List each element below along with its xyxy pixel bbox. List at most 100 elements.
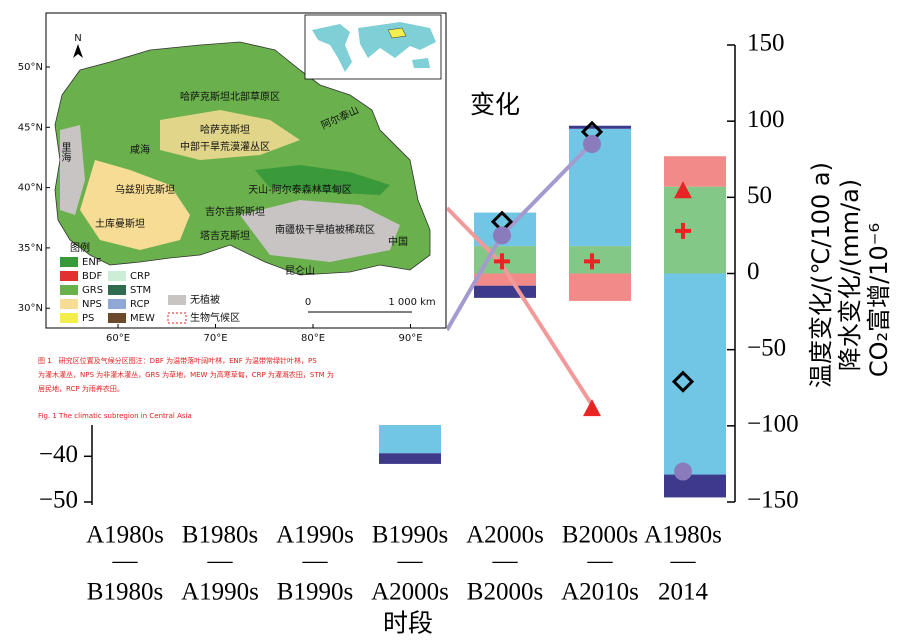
y2-tick-label: −50	[39, 487, 78, 514]
x-tick-label: 2014	[658, 579, 709, 606]
legend-swatch	[60, 299, 78, 309]
legend-swatch	[108, 313, 126, 323]
legend-swatch	[60, 257, 78, 267]
region-label: 吉尔吉斯斯坦	[205, 205, 265, 218]
region-label: 哈萨克斯坦	[200, 123, 250, 136]
legend-label: NPS	[82, 299, 102, 310]
region-label: 咸海	[130, 143, 150, 156]
x-tick-label: —	[492, 548, 519, 575]
legend-label: CRP	[130, 271, 150, 282]
caption: 为灌木灌丛，NPS 为非灌木灌丛，GRS 为草地，MEW 为高寒草甸，CRP 为…	[38, 370, 334, 379]
bar-segment	[474, 273, 536, 286]
legend-label: ENF	[82, 257, 102, 268]
lon-label: 70°E	[203, 333, 227, 344]
plus-marker	[675, 222, 691, 239]
legend-label: STM	[130, 285, 151, 296]
legend-label: 无植被	[190, 293, 220, 306]
y-tick-label: 150	[747, 30, 785, 57]
y-tick-label: −150	[747, 487, 799, 514]
desert-region	[60, 125, 85, 215]
region-label: 南疆极干旱植被稀疏区	[275, 223, 375, 236]
plus-marker	[584, 253, 600, 270]
legend-label: PS	[82, 313, 94, 324]
lon-label: 60°E	[106, 333, 130, 344]
region-label: 昆仑山	[285, 264, 315, 277]
bar-segment	[474, 285, 536, 298]
bar-segment	[664, 273, 726, 475]
region-label: 里海	[59, 142, 71, 163]
inset-study-area	[387, 27, 407, 39]
circle-marker	[583, 135, 601, 154]
x-axis-title: 时段	[383, 610, 433, 638]
region-label: 塔吉克斯坦	[200, 229, 250, 242]
bar-segment	[664, 156, 726, 187]
x-tick-label: A2000s	[371, 579, 449, 606]
caption: 图 1 研究区位置及气候分区图注：DBF 为温带落叶阔叶林，ENF 为温带常绿针…	[38, 356, 317, 365]
x-tick-label: B1990s	[372, 522, 448, 549]
x-tick-label: —	[207, 548, 234, 575]
legend-swatch	[60, 271, 78, 281]
bar-segment	[664, 474, 726, 498]
legend-swatch	[60, 313, 78, 323]
x-tick-label: B2000s	[467, 579, 543, 606]
x-tick-label: —	[670, 548, 697, 575]
map-figure: N 50°N 45°N 40°N 35°N 30°N 60°E 70°E 80°E 90°E 哈萨克…	[0, 0, 447, 425]
y2-tick-label: −40	[39, 441, 78, 468]
x-tick-label: A1980s	[644, 522, 722, 549]
caption: 居民地，RCP 为雨养农田。	[38, 384, 124, 393]
region-label: 乌兹别克斯坦	[115, 183, 175, 196]
legend-label: MEW	[130, 313, 155, 324]
y-tick-label: 50	[747, 182, 772, 209]
chart-title: 变化	[470, 90, 520, 119]
x-tick-label: B1990s	[277, 579, 353, 606]
x-tick-label: B1980s	[182, 522, 258, 549]
region-label: 哈萨克斯坦北部草原区	[180, 90, 280, 103]
legend-swatch	[108, 271, 126, 281]
plus-marker	[494, 253, 510, 270]
lon-label: 90°E	[398, 333, 422, 344]
triangle-marker	[674, 181, 692, 199]
y-axis-title: 温度变化/(℃/100 a)	[807, 162, 835, 388]
bar-segment	[569, 125, 631, 129]
north-arrow: N	[74, 33, 81, 44]
scale-label: 0	[305, 297, 311, 308]
legend-title: 图例	[70, 241, 90, 254]
x-tick-label: —	[587, 548, 614, 575]
y-tick-label: 0	[747, 258, 760, 285]
bar-segment	[569, 273, 631, 301]
legend-swatch	[108, 285, 126, 295]
markers	[490, 120, 695, 481]
lat-label: 45°N	[18, 122, 43, 133]
x-tick-label: —	[302, 548, 329, 575]
bar-segment	[569, 128, 631, 247]
diamond-marker	[671, 370, 695, 393]
desert-region	[80, 160, 190, 250]
x-tick-label: —	[397, 548, 424, 575]
region-label: 天山-阿尔泰森林草甸区	[248, 183, 352, 196]
x-tick-label: B1980s	[87, 579, 163, 606]
legend-label: BDF	[82, 271, 103, 282]
triangle-marker	[583, 399, 601, 417]
legend-swatch	[168, 295, 186, 305]
desert-region	[160, 110, 300, 160]
lat-label: 35°N	[18, 243, 43, 254]
x-tick-label: A1990s	[181, 579, 259, 606]
trend-line	[498, 260, 594, 407]
bar-segment	[664, 186, 726, 274]
x-tick-label: A1990s	[276, 522, 354, 549]
legend-label: RCP	[130, 299, 149, 310]
lat-label: 30°N	[18, 303, 43, 314]
lat-label: 40°N	[18, 183, 43, 194]
x-tick-label: B2000s	[562, 522, 638, 549]
lon-label: 80°E	[301, 333, 325, 344]
region-label: 土库曼斯坦	[95, 217, 145, 230]
y-axis-title: CO₂富增/10⁻⁶	[865, 223, 893, 377]
caption-en: Fig. 1 The climatic subregion in Central…	[38, 412, 192, 420]
lat-label: 50°N	[18, 62, 43, 73]
y-axis-title: 降水变化/(mm/a)	[836, 179, 864, 371]
forest-region	[255, 165, 390, 195]
legend-swatch	[167, 312, 187, 324]
x-tick-label: A2010s	[561, 579, 639, 606]
circle-marker	[493, 226, 511, 245]
